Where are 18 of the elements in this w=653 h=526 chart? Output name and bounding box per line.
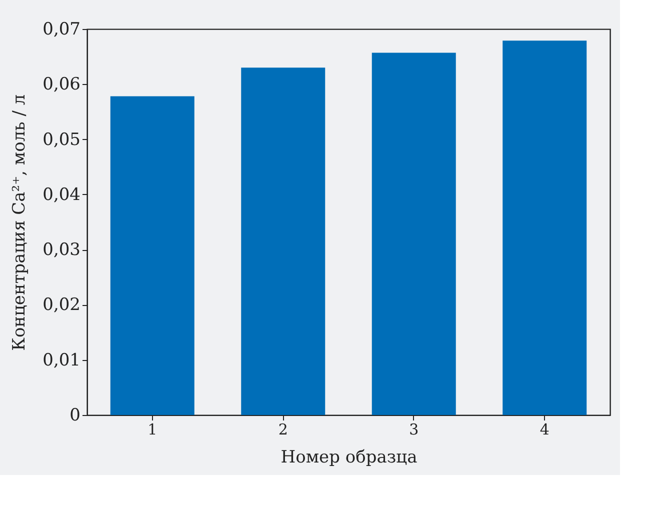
y-tick-label: 0,04: [42, 184, 80, 205]
x-tick-label: 1: [148, 420, 158, 438]
y-tick-label: 0,03: [42, 240, 80, 260]
x-axis-title: Номер образца: [280, 448, 418, 468]
bar: [241, 68, 326, 415]
bar: [110, 96, 194, 415]
y-tick-label: 0,02: [42, 295, 80, 316]
bar: [372, 52, 456, 415]
x-tick-label: 2: [278, 420, 288, 438]
x-tick-label: 3: [409, 420, 419, 438]
y-tick-label: 0,06: [42, 74, 80, 95]
y-axis-title: Концентрация Ca²⁺, моль / л: [10, 94, 30, 351]
y-tick-label: 0: [70, 406, 80, 426]
y-tick-label: 0,07: [42, 20, 80, 40]
bar: [502, 40, 587, 415]
y-tick-label: 0,01: [42, 350, 80, 370]
x-tick-label: 4: [540, 420, 550, 438]
y-tick-label: 0,05: [42, 130, 80, 150]
